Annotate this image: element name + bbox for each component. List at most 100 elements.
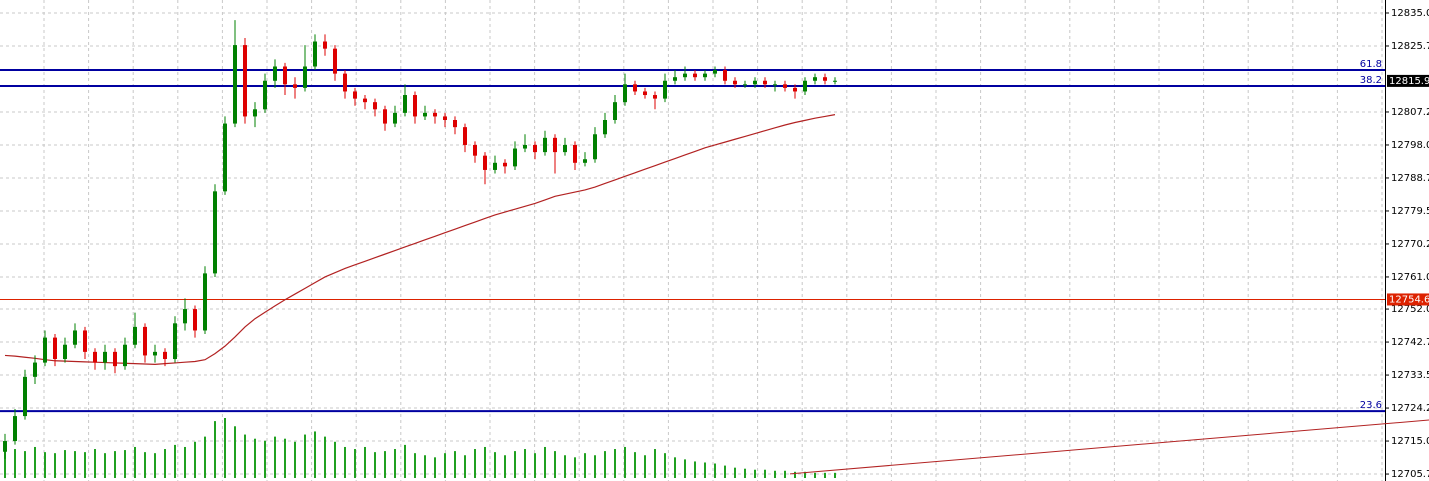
moving-average [4,114,836,365]
candle-body [603,120,607,135]
candle-body [413,95,417,117]
candle-body [283,66,287,85]
candle-body [713,70,717,74]
candle-body [223,123,227,192]
candle-body [733,80,737,85]
candle-body [63,344,67,360]
y-tick-label: 12761.00 [1391,272,1429,283]
candle-body [753,80,757,85]
candle-body [513,148,517,167]
candle-body [13,416,17,442]
candle-body [363,98,367,103]
candle-body [403,95,407,113]
candle-body [373,102,377,110]
candle-body [153,351,157,356]
candle-body [473,144,477,156]
candle-body [303,66,307,88]
candle-body [243,45,247,117]
candle-body [623,84,627,103]
candle-body [573,144,577,163]
candle-body [53,337,57,360]
candle-body [483,155,487,170]
y-tick-label: 12825.75 [1391,41,1429,52]
candle-body [423,112,427,117]
candle-body [203,273,207,331]
candle-body [493,162,497,170]
candle-body [23,376,27,417]
candle-body [183,309,187,324]
candle-body [643,91,647,96]
candle-body [463,127,467,145]
candle-body [3,441,7,452]
candle-body [293,84,297,88]
candle-body [593,134,597,160]
candle-body [693,73,697,78]
candle-body [813,77,817,81]
candle-body [723,70,727,81]
candle-body [683,73,687,78]
y-tick-label: 12724.25 [1391,403,1429,414]
bid-label: 12815.96 [1389,76,1429,87]
candle-body [633,84,637,92]
fib-label: 38.2 [1360,75,1382,86]
candle-body [383,109,387,124]
y-tick-label: 12798.00 [1391,140,1429,151]
candle-body [453,120,457,128]
candle-body [613,102,617,121]
alert-label-box [1387,293,1429,306]
candle-body [133,326,137,345]
y-tick-label: 12770.25 [1391,239,1429,250]
candle-body [73,330,77,345]
candle-body [103,351,107,363]
candle-body [433,112,437,117]
candle-body [323,41,327,49]
candle-body [193,309,197,331]
candle-body [113,351,117,367]
candle-body [783,84,787,88]
candle-body [123,344,127,367]
y-tick-label: 12807.25 [1391,107,1429,118]
y-tick-label: 12742.75 [1391,337,1429,348]
candle-body [543,137,547,153]
candle-body [343,73,347,92]
candle-body [823,77,827,81]
candle-body [533,144,537,153]
candle-body [33,362,37,377]
alert-label: 12754.69 [1389,294,1429,305]
candle-body [253,109,257,117]
candle-body [663,80,667,99]
candle-body [743,84,747,86]
candle-body [443,116,447,121]
y-tick-label: 12788.75 [1391,173,1429,184]
candle-body [83,330,87,352]
candle-body [833,80,837,82]
candle-body [233,45,237,124]
candle-body [563,144,567,153]
y-tick-label: 12835.00 [1391,8,1429,19]
candle-body [803,80,807,92]
candle-body [773,84,777,86]
candle-body [313,41,317,67]
candle-body [653,95,657,99]
candle-body [673,77,677,81]
candle-body [763,80,767,85]
candle-body [333,48,337,74]
candle-body [93,351,97,363]
candle-body [793,87,797,92]
y-tick-label: 12752.00 [1391,304,1429,315]
candle-body [703,73,707,78]
y-tick-label: 12715.00 [1391,436,1429,447]
y-tick-label: 12733.50 [1391,370,1429,381]
y-tick-label: 12779.50 [1391,206,1429,217]
bid-label-box [1387,74,1429,87]
candle-body [143,326,147,356]
candle-body [213,191,217,274]
fib-label: 61.8 [1360,59,1382,70]
candle-body [553,137,557,153]
candle-body [273,66,277,81]
candle-body [393,112,397,124]
trend-line [789,419,1429,475]
y-tick-label: 12705.75 [1391,469,1429,480]
candle-body [583,159,587,163]
